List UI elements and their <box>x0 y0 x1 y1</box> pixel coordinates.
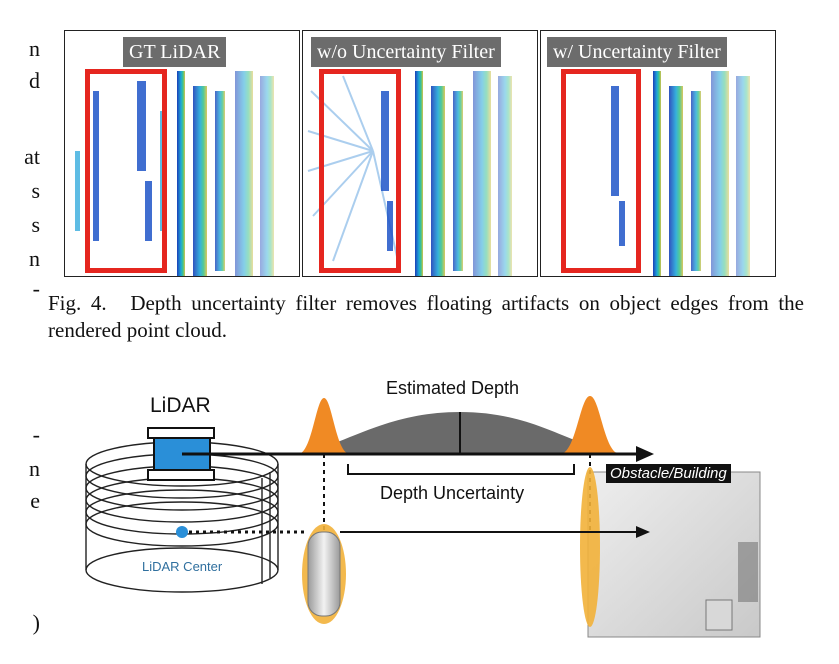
panel-label: w/o Uncertainty Filter <box>311 37 501 67</box>
panel-label: w/ Uncertainty Filter <box>547 37 727 67</box>
panel-gt-lidar: GT LiDAR <box>64 30 300 277</box>
point-cloud-image <box>75 71 274 276</box>
caption-number: Fig. 4. <box>48 291 107 315</box>
margin-fragment: s <box>31 178 40 203</box>
depth-uncertainty-label: Depth Uncertainty <box>380 483 525 503</box>
panel-with-filter: w/ Uncertainty Filter <box>540 30 776 277</box>
uncertainty-bracket <box>347 464 575 475</box>
near-peak <box>298 398 350 454</box>
margin-fragment: ) <box>32 610 40 635</box>
estimated-depth-label: Estimated Depth <box>386 378 520 398</box>
caption-text: Depth uncertainty filter removes floatin… <box>48 291 805 342</box>
margin-fragment: - <box>32 422 40 447</box>
margin-fragment: - <box>32 276 40 301</box>
margin-fragment: e <box>30 488 40 513</box>
margin-fragment: n <box>29 456 40 481</box>
margin-fragment: n <box>29 246 40 271</box>
obstacle-edge <box>580 467 600 627</box>
depth-uncertainty-diagram: LiDAR Estimated Depth Depth Uncertainty … <box>76 372 766 642</box>
highlight-box <box>319 69 401 273</box>
highlight-box <box>561 69 641 273</box>
margin-fragment: n <box>29 36 40 61</box>
obstacle-label: Obstacle/Building <box>606 464 731 483</box>
point-cloud-image <box>611 71 750 276</box>
margin-fragment: d <box>29 68 40 93</box>
ray-arrowhead <box>636 446 654 462</box>
margin-fragment: s <box>31 212 40 237</box>
lidar-label: LiDAR <box>150 394 211 417</box>
margin-fragment: at <box>24 144 40 169</box>
highlight-box <box>85 69 167 273</box>
far-peak <box>560 396 620 454</box>
panel-without-filter: w/o Uncertainty Filter <box>302 30 538 277</box>
car-icon <box>307 531 341 617</box>
panel-label: GT LiDAR <box>123 37 227 67</box>
lidar-center-dot <box>176 526 188 538</box>
figure-caption: Fig. 4. Depth uncertainty filter removes… <box>48 290 804 344</box>
lidar-center-label: LiDAR Center <box>142 559 223 574</box>
diagram-graphics <box>85 396 761 638</box>
building-icon <box>587 471 761 638</box>
